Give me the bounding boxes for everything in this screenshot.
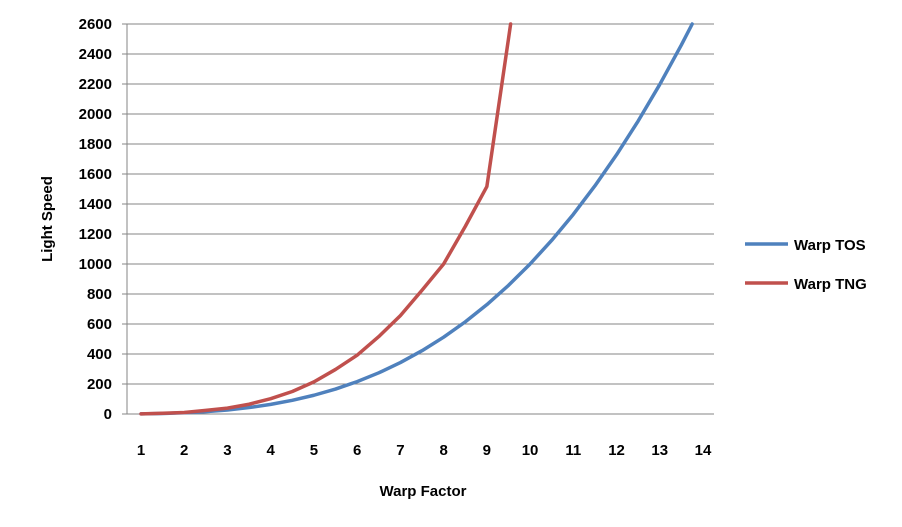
x-tick-label: 8 xyxy=(439,442,447,459)
x-tick-label: 2 xyxy=(180,442,188,459)
y-tick-label: 400 xyxy=(87,346,112,363)
y-tick-labels: 0 200 400 600 800 1000 1200 1400 1600 1800 2000 220… xyxy=(79,16,127,423)
y-tick-label: 600 xyxy=(87,316,112,333)
legend-label-tng: Warp TNG xyxy=(794,276,867,293)
x-tick-labels: 1 2 3 4 5 6 7 8 9 10 11 12 13 14 xyxy=(137,442,712,459)
y-tick-label: 200 xyxy=(87,376,112,393)
x-tick-label: 4 xyxy=(267,442,276,459)
x-tick-label: 10 xyxy=(522,442,539,459)
legend-item-tng: Warp TNG xyxy=(745,276,867,293)
x-tick-label: 9 xyxy=(483,442,491,459)
series-line-tng xyxy=(139,22,513,416)
x-tick-label: 3 xyxy=(223,442,231,459)
series-line-tos xyxy=(139,22,694,416)
series-lines xyxy=(139,22,694,416)
y-tick-label: 1000 xyxy=(79,256,112,273)
x-tick-label: 7 xyxy=(396,442,404,459)
x-tick-label: 12 xyxy=(608,442,625,459)
y-tick-label: 0 xyxy=(104,406,112,423)
x-tick-label: 5 xyxy=(310,442,318,459)
gridlines xyxy=(127,23,714,385)
y-tick-label: 2000 xyxy=(79,106,112,123)
y-axis-title: Light Speed xyxy=(39,176,56,262)
y-tick-label: 1400 xyxy=(79,196,112,213)
legend-item-tos: Warp TOS xyxy=(745,237,866,254)
y-tick-label: 2600 xyxy=(79,16,112,33)
x-tick-label: 6 xyxy=(353,442,361,459)
y-tick-label: 800 xyxy=(87,286,112,303)
x-tick-label: 1 xyxy=(137,442,145,459)
x-tick-label: 14 xyxy=(695,442,712,459)
legend-label-tos: Warp TOS xyxy=(794,237,866,254)
x-tick-label: 13 xyxy=(651,442,668,459)
y-tick-label: 2200 xyxy=(79,76,112,93)
y-tick-label: 1600 xyxy=(79,166,112,183)
legend: Warp TOS Warp TNG xyxy=(745,237,867,293)
y-tick-label: 2400 xyxy=(79,46,112,63)
x-axis-title: Warp Factor xyxy=(380,483,467,500)
axes xyxy=(126,24,714,415)
x-tick-label: 11 xyxy=(565,442,581,459)
y-tick-label: 1800 xyxy=(79,136,112,153)
y-tick-label: 1200 xyxy=(79,226,112,243)
